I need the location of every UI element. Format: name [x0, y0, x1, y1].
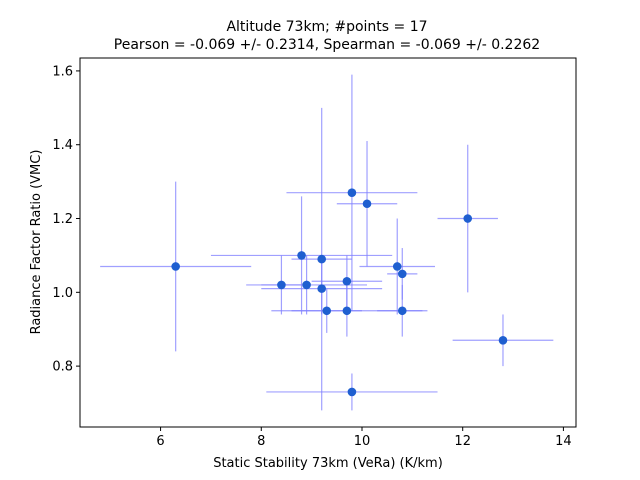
y-tick-label: 1.0: [52, 286, 73, 301]
marker-1: [277, 280, 286, 290]
y-tick-label: 0.8: [52, 360, 73, 375]
y-axis: 0.8 1.0 1.2 1.4 1.6: [52, 64, 80, 375]
marker-13: [397, 269, 407, 279]
y-tick-label: 1.4: [52, 138, 73, 153]
marker-12: [392, 262, 402, 271]
y-tick-label: 1.6: [52, 64, 73, 79]
chart-title-line2: Pearson = -0.069 +/- 0.2314, Spearman = …: [114, 37, 540, 53]
marker-15: [463, 214, 473, 223]
marker-4: [317, 254, 327, 264]
y-axis-label: Radiance Factor Ratio (VMC): [29, 150, 44, 335]
marker-5: [317, 284, 327, 293]
plot-area: [100, 74, 554, 411]
x-axis-label: Static Stability 73km (VeRa) (K/km): [213, 456, 443, 471]
x-tick-label: 8: [257, 434, 265, 449]
marker-14: [397, 306, 407, 316]
plot-frame: [79, 57, 577, 428]
marker-8: [342, 306, 352, 316]
marker-6: [322, 306, 332, 316]
x-tick-label: 10: [354, 434, 371, 449]
marker-2: [297, 251, 306, 260]
marker-11: [362, 199, 372, 209]
x-tick-label: 14: [555, 434, 572, 449]
marker-16: [498, 335, 508, 345]
marker-9: [347, 188, 357, 197]
x-axis: 6 8 10 12 14: [156, 427, 572, 449]
chart-title-line1: Altitude 73km; #points = 17: [226, 19, 427, 35]
marker-10: [347, 387, 357, 397]
y-tick-label: 1.2: [52, 212, 73, 227]
marker-0: [171, 262, 180, 271]
x-tick-label: 12: [454, 434, 471, 449]
marker-7: [342, 276, 352, 286]
x-tick-label: 6: [156, 434, 164, 449]
marker-3: [302, 280, 311, 290]
